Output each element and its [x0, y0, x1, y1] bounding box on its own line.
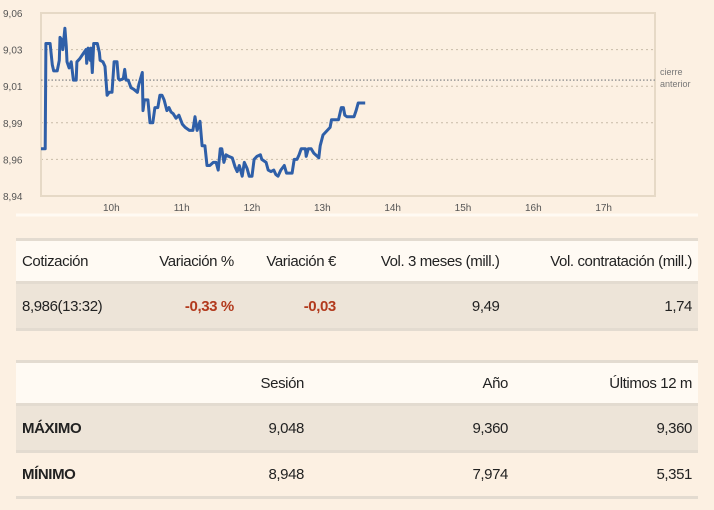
ultimos-12m-value: 9,360 [514, 403, 698, 452]
cotizacion-value: 8,986(13:32) [16, 281, 132, 331]
variacion-eur-value: -0,03 [239, 281, 342, 331]
header-vol-contratacion: Vol. contratación (mill.) [505, 238, 698, 283]
ultimos-12m-value: 5,351 [514, 450, 698, 499]
range-header-row: Sesión Año Últimos 12 m [16, 360, 698, 405]
intraday-price-chart: 9,06 9,03 9,01 8,99 8,96 8,94 10h 11h 12h 13h 14h… [3, 9, 698, 217]
x-tick-label: 16h [525, 203, 542, 214]
range-row-maximo: MÁXIMO 9,048 9,360 9,360 [16, 403, 698, 452]
header-vol-3-meses: Vol. 3 meses (mill.) [341, 238, 506, 283]
previous-close-label-2: anterior [660, 79, 691, 89]
sesion-value: 8,948 [218, 450, 310, 499]
y-tick-label: 9,01 [3, 82, 23, 93]
quote-data-row: 8,986(13:32) -0,33 % -0,03 9,49 1,74 [16, 281, 698, 331]
header-variacion-pct: Variación % [131, 238, 240, 283]
ano-value: 9,360 [310, 403, 514, 452]
y-tick-label: 9,06 [3, 9, 23, 20]
quote-table: Cotización Variación % Variación € Vol. … [16, 238, 698, 331]
price-series-line [41, 26, 366, 178]
header-cotizacion: Cotización [16, 238, 132, 283]
x-tick-label: 13h [314, 203, 331, 214]
x-tick-label: 11h [174, 203, 190, 214]
row-label: MÁXIMO [16, 403, 218, 452]
ano-value: 7,974 [310, 450, 514, 499]
range-row-minimo: MÍNIMO 8,948 7,974 5,351 [16, 450, 698, 499]
x-tick-label: 14h [384, 203, 401, 214]
x-tick-label: 15h [455, 203, 472, 214]
vol-3-meses-value: 9,49 [341, 281, 506, 331]
header-sesion: Sesión [218, 360, 310, 405]
x-tick-label: 17h [595, 203, 612, 214]
x-tick-label: 12h [244, 203, 261, 214]
plot-frame [40, 12, 656, 197]
quote-header-row: Cotización Variación % Variación € Vol. … [16, 238, 698, 283]
y-tick-label: 8,96 [3, 155, 23, 166]
y-tick-label: 9,03 [3, 46, 23, 57]
previous-close-label-1: cierre [660, 67, 683, 77]
y-tick-label: 8,99 [3, 119, 23, 130]
header-ano: Año [310, 360, 514, 405]
sesion-value: 9,048 [218, 403, 310, 452]
row-label: MÍNIMO [16, 450, 218, 499]
x-tick-label: 10h [103, 203, 120, 214]
vol-contratacion-value: 1,74 [505, 281, 698, 331]
range-table: Sesión Año Últimos 12 m MÁXIMO 9,048 9,3… [16, 360, 698, 499]
header-variacion-eur: Variación € [239, 238, 342, 283]
y-tick-label: 8,94 [3, 192, 23, 203]
variacion-pct-value: -0,33 % [131, 281, 240, 331]
header-empty [16, 360, 218, 405]
header-ultimos-12m: Últimos 12 m [514, 360, 698, 405]
